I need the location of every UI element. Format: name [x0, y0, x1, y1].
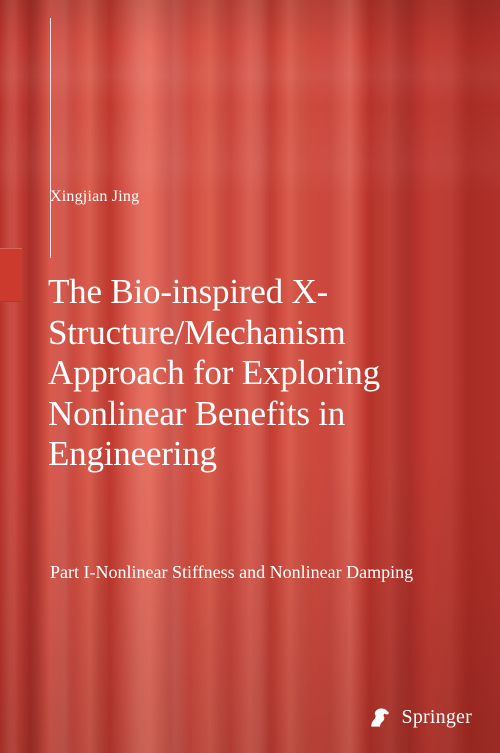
- publisher-name: Springer: [402, 706, 472, 729]
- vertical-rule: [50, 18, 51, 258]
- book-title: The Bio-inspired X-Structure/Mechanism A…: [48, 272, 460, 475]
- book-subtitle: Part I-Nonlinear Stiffness and Nonlinear…: [50, 561, 440, 584]
- left-accent-bar: [0, 248, 22, 302]
- springer-horse-icon: [366, 703, 394, 731]
- book-cover: Xingjian Jing The Bio-inspired X-Structu…: [0, 0, 500, 753]
- author-name: Xingjian Jing: [50, 188, 139, 206]
- publisher-block: Springer: [366, 703, 472, 731]
